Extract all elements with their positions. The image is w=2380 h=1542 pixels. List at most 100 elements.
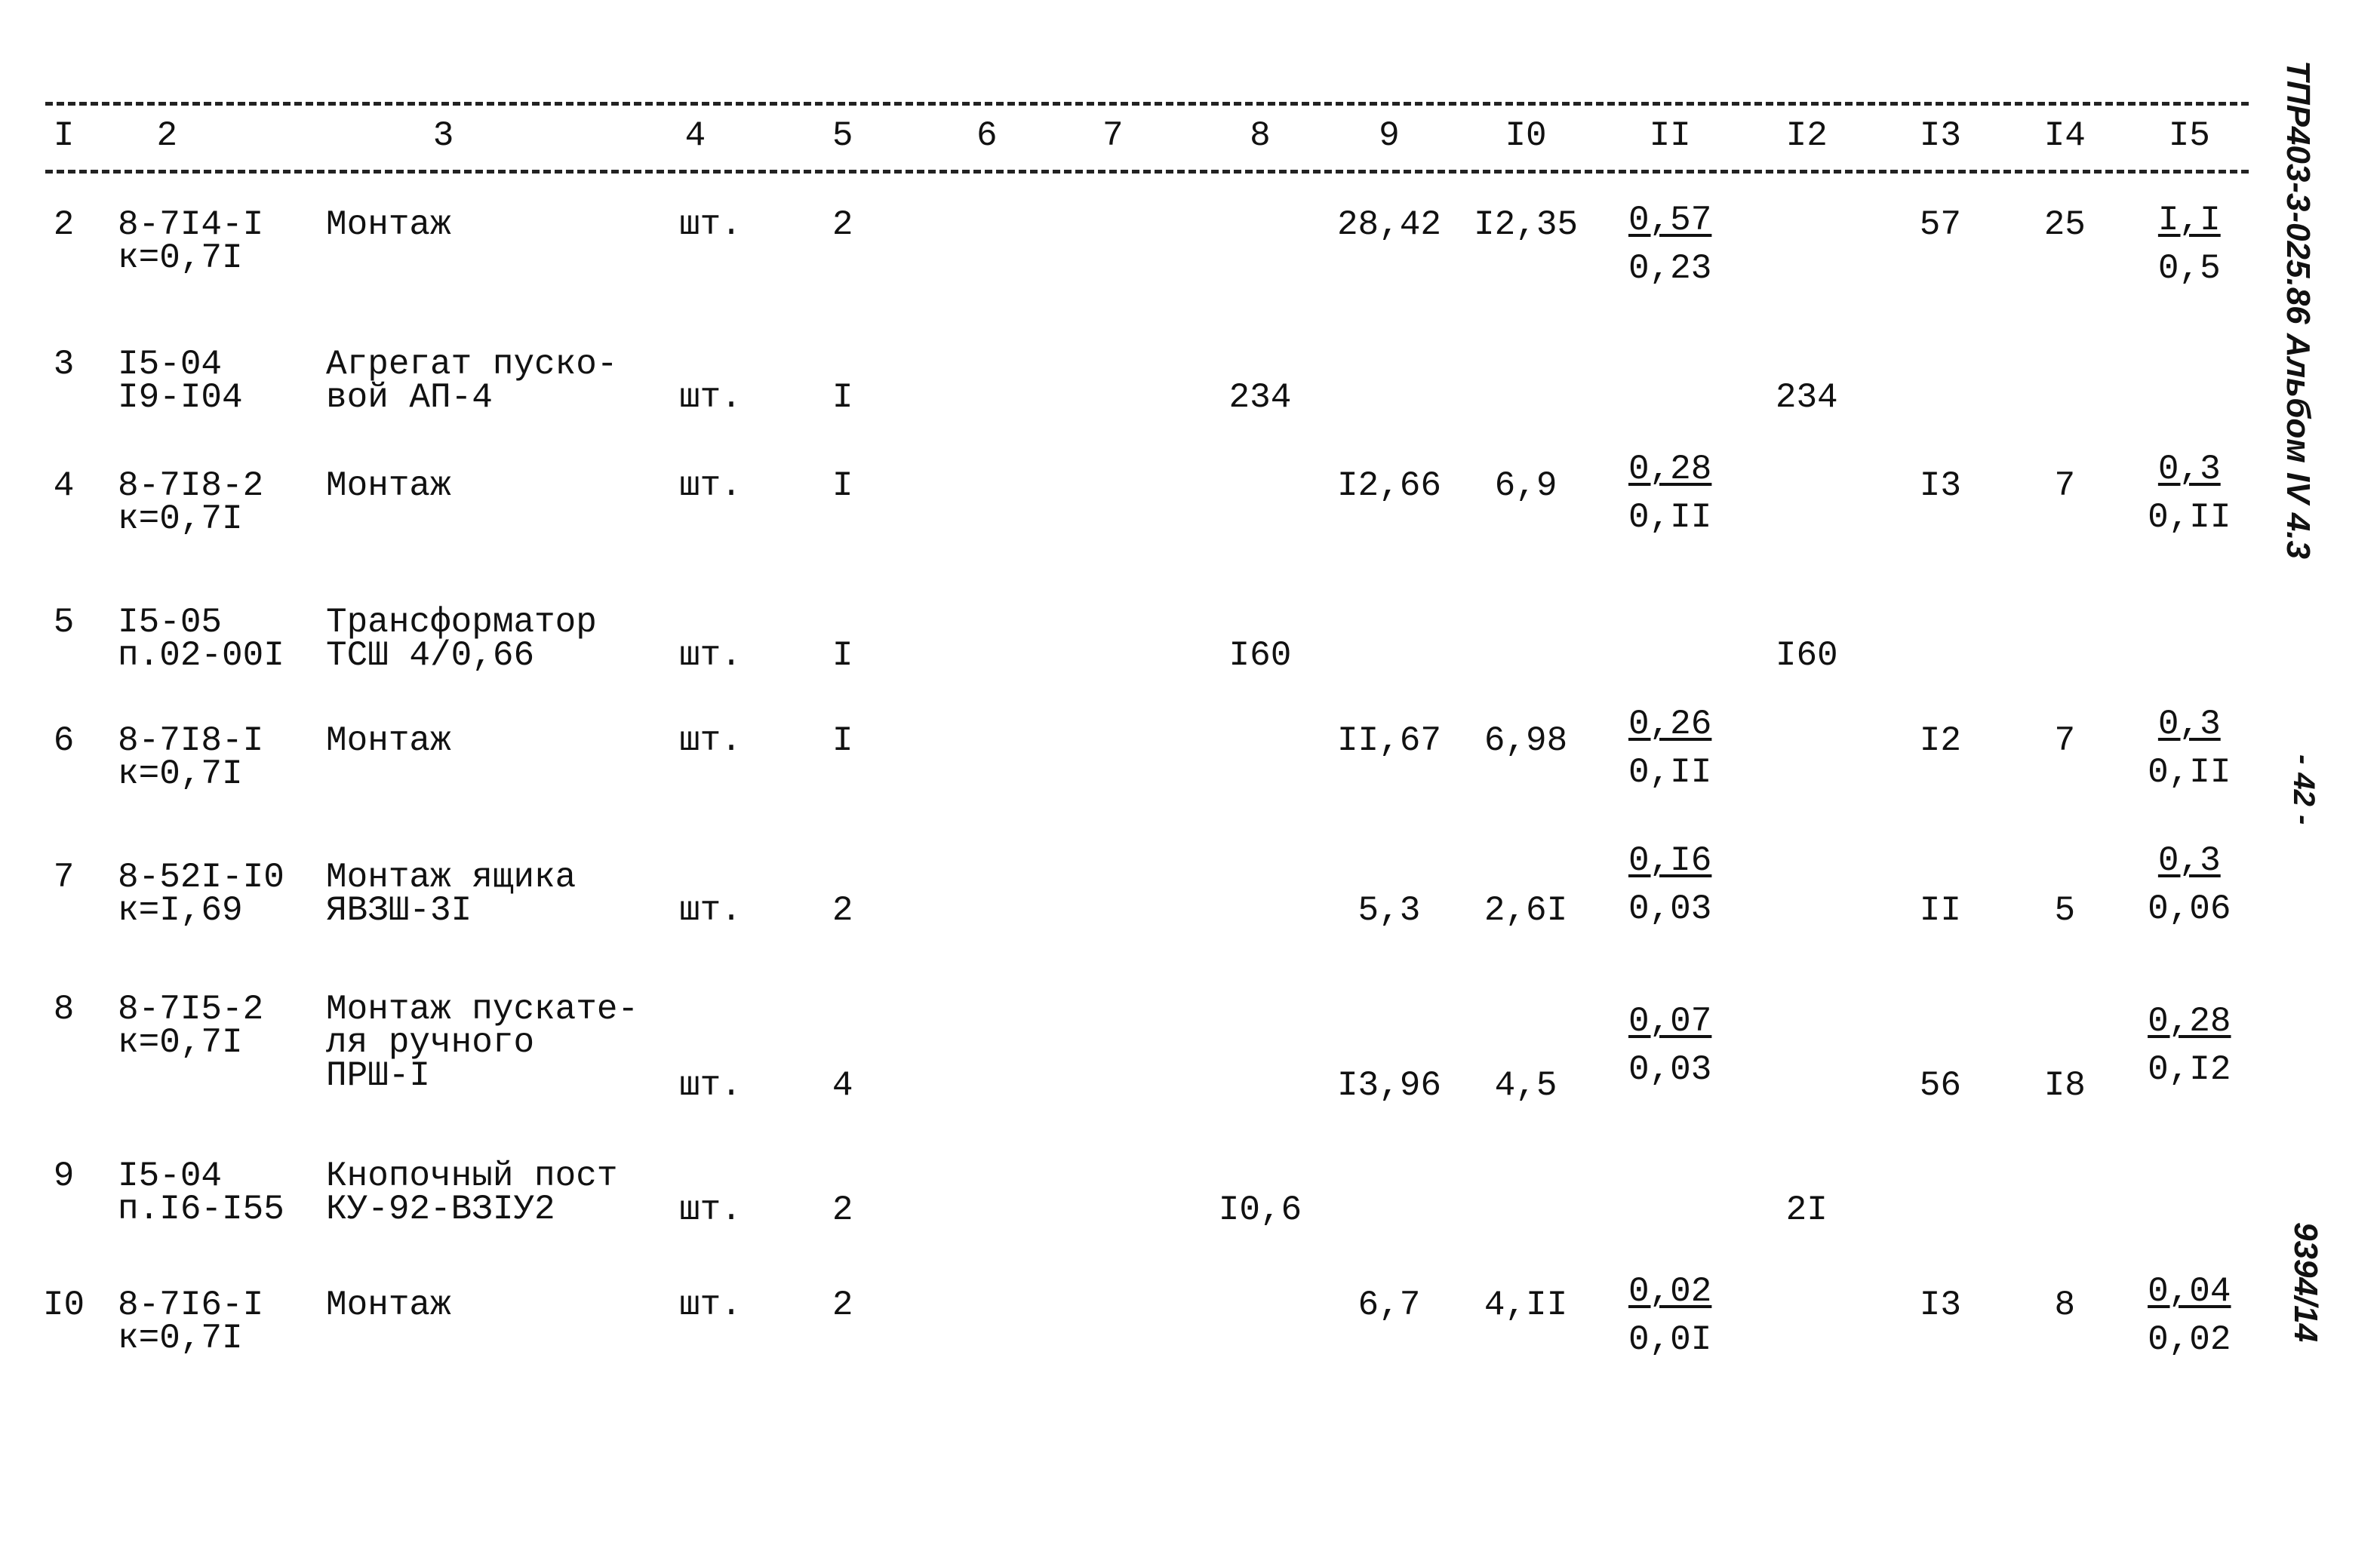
fraction-col-15: 0,04 0,02 [2148, 1267, 2231, 1364]
fraction-col-11: 0,57 0,23 [1628, 196, 1711, 293]
value-col-9: 28,42 [1336, 204, 1441, 244]
row-number: I0 [42, 1286, 85, 1325]
value-col-9: 5,3 [1358, 891, 1421, 931]
quantity: I [832, 465, 853, 505]
denominator: 0,II [2148, 752, 2231, 792]
value-col-14: 7 [2054, 465, 2076, 505]
norm-code: 8-7I5-2 [118, 989, 264, 1029]
numerator: 0,I6 [1628, 840, 1712, 880]
value-col-14: 5 [2054, 891, 2076, 931]
value-col-12: I60 [1775, 636, 1838, 676]
column-header-9: 9 [1379, 116, 1400, 155]
value-col-9: 6,7 [1358, 1286, 1421, 1325]
column-header-6: 6 [976, 116, 998, 155]
item-name: вой АП-4 [326, 377, 493, 417]
value-col-9: I3,96 [1336, 1065, 1441, 1105]
value-col-10: 6,9 [1494, 465, 1557, 505]
item-name: Монтаж [326, 720, 451, 760]
denominator: 0,03 [1628, 1050, 1712, 1090]
norm-code: к=0,7I [118, 1022, 243, 1062]
norm-code: 8-7I8-I [118, 720, 264, 760]
item-name: Монтаж ящика [326, 857, 577, 897]
fraction-col-15: I,I 0,5 [2158, 196, 2221, 293]
value-col-14: 25 [2043, 204, 2086, 244]
quantity: 2 [832, 204, 853, 244]
unit: шт. [679, 1190, 742, 1230]
value-col-10: 4,5 [1494, 1065, 1557, 1105]
item-name: ПРШ-I [326, 1055, 431, 1095]
numerator: 0,04 [2148, 1272, 2231, 1312]
numerator: 0,02 [1628, 1272, 1712, 1312]
value-col-13: I2 [1919, 720, 1961, 760]
quantity: I [832, 720, 853, 760]
value-col-10: 4,II [1484, 1286, 1568, 1325]
fraction-col-11: 0,26 0,II [1628, 700, 1711, 797]
fraction-col-15: 0,28 0,I2 [2148, 997, 2231, 1094]
numerator: 0,3 [2157, 449, 2221, 489]
norm-code: I5-04 [118, 344, 223, 384]
numerator: I,I [2157, 200, 2221, 240]
item-name: Монтаж [326, 465, 451, 505]
row-number: 5 [53, 602, 75, 642]
norm-code: к=0,7I [118, 754, 243, 794]
album-reference: ТПР403-3-025.86 Альбом IV 4.3 [2280, 60, 2317, 559]
unit: шт. [679, 204, 742, 244]
fraction-col-15: 0,3 0,II [2148, 445, 2231, 542]
column-header-14: I4 [2043, 116, 2086, 155]
quantity: I [832, 636, 853, 676]
inventory-number: 9394/14 [2287, 1222, 2324, 1343]
numerator: 0,26 [1628, 704, 1712, 744]
quantity: 2 [832, 1286, 853, 1325]
value-col-14: I8 [2043, 1065, 2086, 1105]
denominator: 0,0I [1628, 1320, 1712, 1360]
norm-code: к=0,7I [118, 238, 243, 278]
value-col-13: 56 [1919, 1065, 1961, 1105]
header-bottom-rule [45, 170, 2249, 174]
denominator: 0,06 [2148, 889, 2231, 929]
norm-code: 8-52I-I0 [118, 857, 284, 897]
fraction-col-11: 0,I6 0,03 [1628, 837, 1711, 933]
unit: шт. [679, 891, 742, 931]
column-header-13: I3 [1919, 116, 1961, 155]
norm-code: I5-04 [118, 1156, 223, 1196]
norm-code: 8-7I4-I [118, 204, 264, 244]
denominator: 0,II [1628, 497, 1712, 537]
fraction-col-15: 0,3 0,06 [2148, 837, 2231, 933]
numerator: 0,07 [1628, 1002, 1712, 1042]
column-header-11: II [1649, 116, 1691, 155]
item-name: КУ-92-ВЗIУ2 [326, 1190, 555, 1230]
numerator: 0,28 [1628, 449, 1712, 489]
unit: шт. [679, 1065, 742, 1105]
norm-code: к=I,69 [118, 890, 243, 930]
row-number: 3 [53, 344, 75, 384]
value-col-8: I60 [1228, 636, 1292, 676]
norm-code: п.I6-I55 [118, 1190, 284, 1230]
column-header-5: 5 [832, 116, 853, 155]
norm-code: к=0,7I [118, 499, 243, 539]
row-number: 2 [53, 204, 75, 244]
row-number: 4 [53, 465, 75, 505]
quantity: 4 [832, 1065, 853, 1105]
denominator: 0,02 [2148, 1320, 2231, 1360]
value-col-14: 7 [2054, 720, 2076, 760]
norm-code: к=0,7I [118, 1319, 243, 1359]
row-number: 6 [53, 720, 75, 760]
value-col-13: I3 [1919, 465, 1961, 505]
denominator: 0,5 [2157, 248, 2221, 288]
quantity: I [832, 378, 853, 418]
column-header-7: 7 [1102, 116, 1124, 155]
value-col-13: I3 [1919, 1286, 1961, 1325]
item-name: Агрегат пуско- [326, 344, 618, 384]
row-number: 8 [53, 989, 75, 1029]
fraction-col-11: 0,07 0,03 [1628, 997, 1711, 1094]
numerator: 0,57 [1628, 200, 1712, 240]
column-header-4: 4 [684, 116, 706, 155]
norm-code: I9-I04 [118, 377, 243, 417]
column-header-10: I0 [1505, 116, 1547, 155]
column-header-12: I2 [1785, 116, 1828, 155]
denominator: 0,II [1628, 752, 1712, 792]
value-col-12: 234 [1775, 378, 1838, 418]
item-name: Монтаж [326, 204, 451, 244]
fraction-col-11: 0,28 0,II [1628, 445, 1711, 542]
